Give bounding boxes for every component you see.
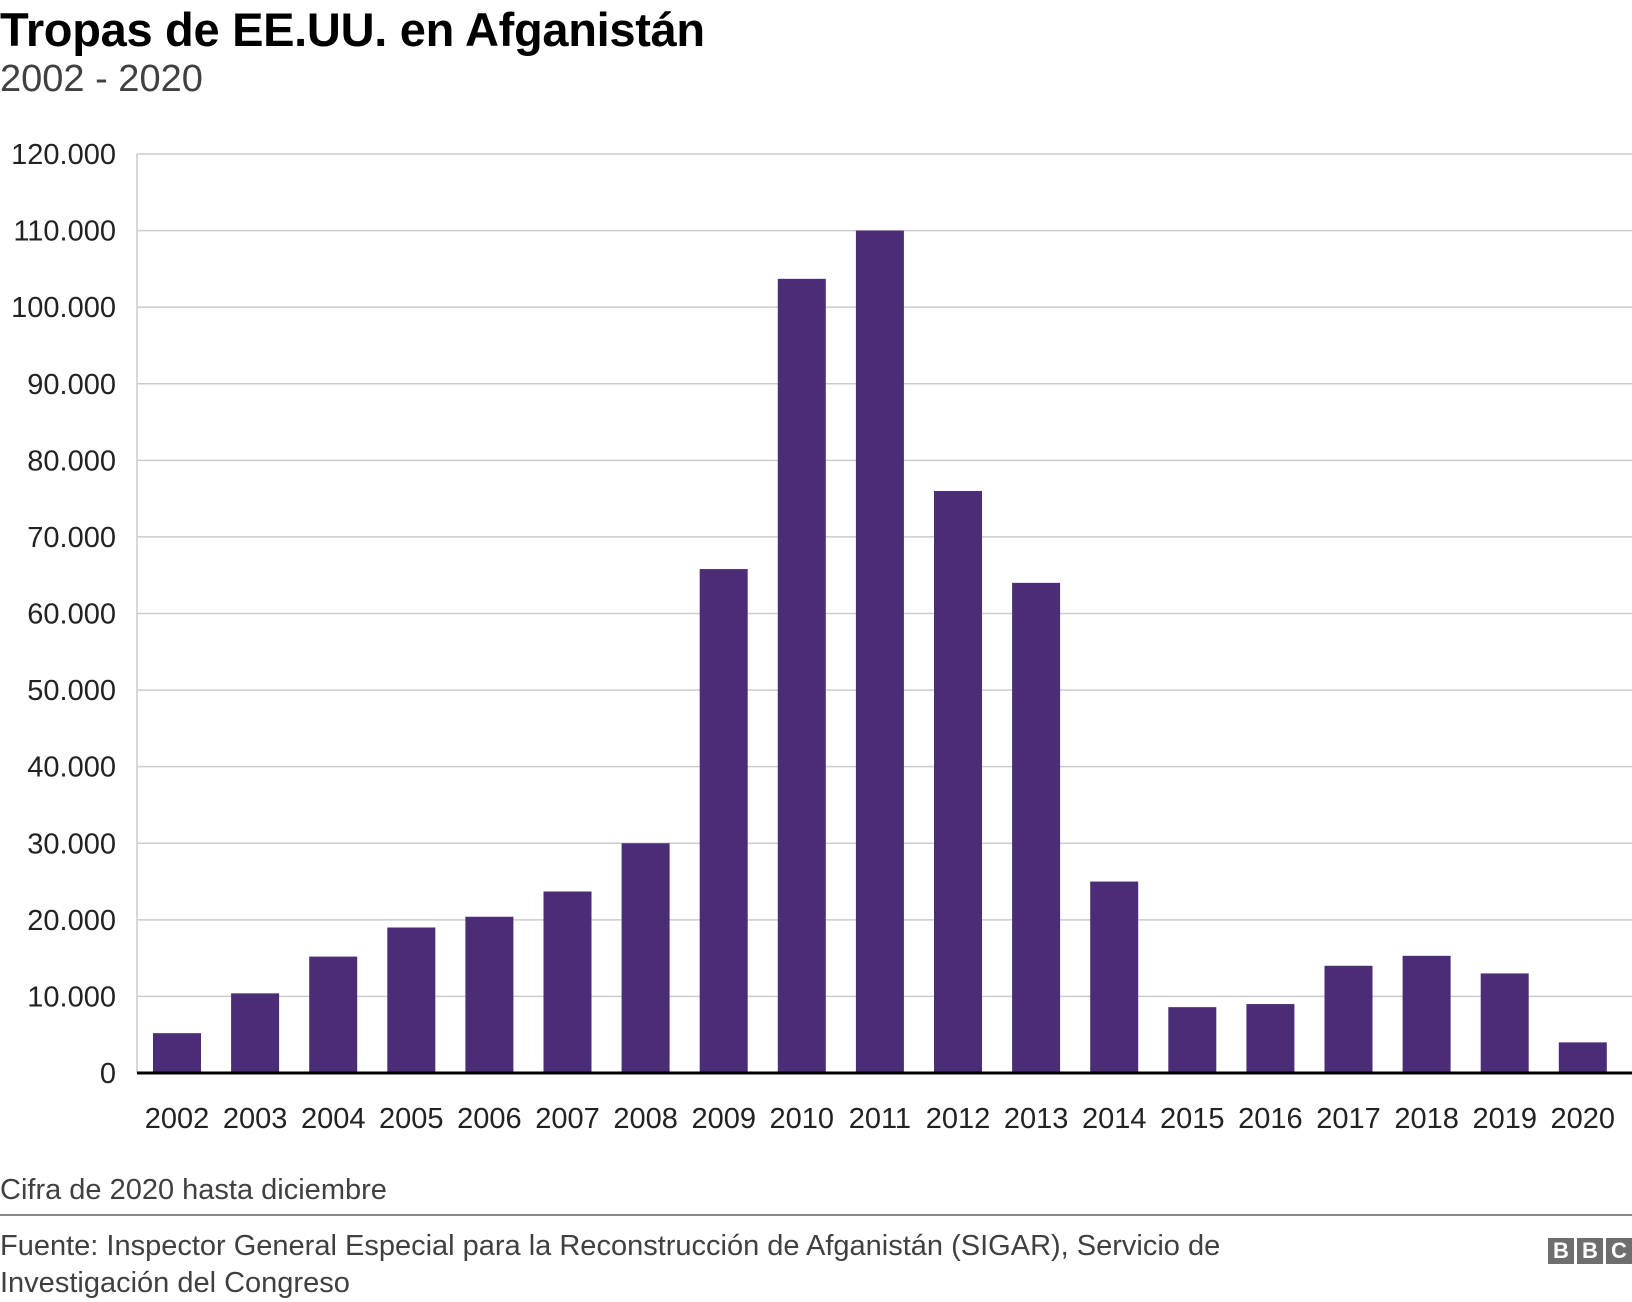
footnote: Cifra de 2020 hasta diciembre — [0, 1174, 387, 1206]
x-tick-label: 2004 — [301, 1103, 366, 1135]
x-tick-label: 2020 — [1551, 1103, 1616, 1135]
y-tick-label: 70.000 — [27, 522, 116, 554]
bar-2004 — [309, 956, 358, 1073]
divider — [0, 1214, 1632, 1216]
bar-2006 — [465, 916, 514, 1073]
x-tick-label: 2008 — [613, 1103, 678, 1135]
x-tick-label: 2003 — [223, 1103, 288, 1135]
y-tick-label: 60.000 — [27, 599, 116, 631]
y-tick-label: 20.000 — [27, 905, 116, 937]
y-tick-label: 120.000 — [11, 139, 116, 171]
logo-letter: C — [1606, 1238, 1632, 1264]
chart-title: Tropas de EE.UU. en Afganistán — [0, 3, 705, 56]
x-tick-label: 2013 — [1004, 1103, 1069, 1135]
x-tick-label: 2017 — [1316, 1103, 1381, 1135]
x-tick-label: 2012 — [926, 1103, 991, 1135]
bar-2012 — [934, 490, 982, 1073]
y-tick-label: 100.000 — [11, 292, 116, 324]
logo-letter: B — [1577, 1238, 1603, 1264]
source-text: Fuente: Inspector General Especial para … — [0, 1230, 1221, 1299]
bar-chart: 0 10.000 20.000 30.000 40.000 50.000 60.000 70.… — [11, 139, 1632, 1135]
bar-2002 — [153, 1033, 201, 1073]
bar-2010 — [777, 278, 826, 1074]
y-tick-label: 50.000 — [27, 675, 116, 707]
bar-2020 — [1558, 1042, 1607, 1073]
x-tick-label: 2019 — [1472, 1103, 1537, 1135]
x-tick-label: 2010 — [770, 1103, 835, 1135]
x-tick-label: 2006 — [457, 1103, 522, 1135]
bar-2008 — [621, 843, 670, 1073]
y-tick-label: 0 — [100, 1058, 116, 1090]
x-tick-label: 2011 — [849, 1103, 911, 1135]
bar-2015 — [1168, 1007, 1217, 1073]
y-tick-label: 90.000 — [27, 369, 116, 401]
x-tick-label: 2007 — [535, 1103, 600, 1135]
bar-2016 — [1246, 1004, 1295, 1073]
bar-2009 — [699, 569, 748, 1073]
bbc-logo: B B C — [1548, 1238, 1632, 1264]
y-tick-label: 10.000 — [27, 981, 116, 1013]
bar-2019 — [1480, 973, 1529, 1073]
y-tick-label: 30.000 — [27, 828, 116, 860]
bar-2014 — [1090, 881, 1139, 1073]
x-tick-label: 2009 — [691, 1103, 756, 1135]
bar-2003 — [231, 993, 280, 1073]
bar-2017 — [1324, 965, 1373, 1073]
x-tick-label: 2002 — [145, 1103, 210, 1135]
bar-2011 — [855, 230, 904, 1074]
x-tick-label: 2014 — [1082, 1103, 1147, 1135]
y-tick-label: 40.000 — [27, 752, 116, 784]
y-tick-label: 80.000 — [27, 445, 116, 477]
x-tick-label: 2005 — [379, 1103, 444, 1135]
x-tick-label: 2018 — [1394, 1103, 1459, 1135]
bar-2018 — [1402, 955, 1451, 1073]
y-tick-label: 110.000 — [13, 216, 116, 248]
bar-2005 — [387, 927, 436, 1073]
x-tick-label: 2015 — [1160, 1103, 1225, 1135]
x-tick-label: 2016 — [1238, 1103, 1303, 1135]
logo-letter: B — [1548, 1238, 1574, 1264]
bar-2013 — [1012, 582, 1061, 1073]
chart-subtitle: 2002 - 2020 — [0, 58, 203, 100]
bar-2007 — [543, 891, 592, 1073]
